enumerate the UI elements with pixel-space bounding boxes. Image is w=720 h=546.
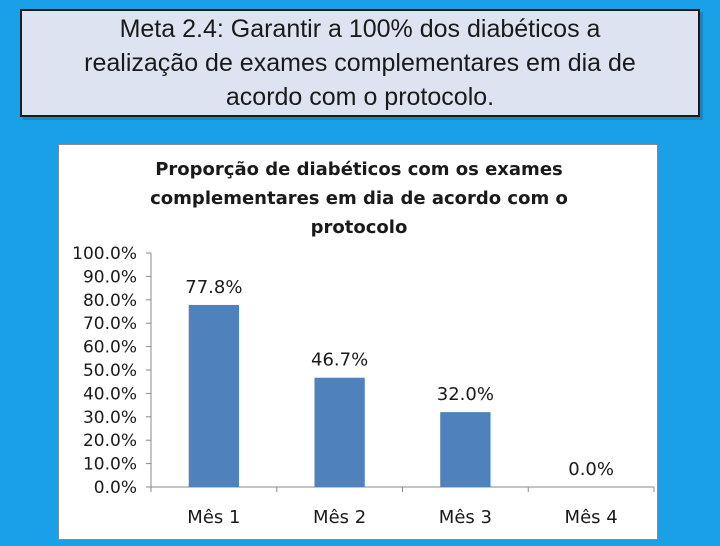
x-tick-label: Mês 1	[187, 507, 240, 528]
y-tick-label: 60.0%	[83, 338, 137, 358]
bars	[188, 304, 491, 487]
data-labels: 77.8% 46.7% 32.0% 0.0%	[185, 277, 614, 480]
data-label: 32.0%	[437, 384, 494, 405]
x-tick-label: Mês 3	[439, 507, 492, 528]
slide-title-line-1: Meta 2.4: Garantir a 100% dos diabéticos…	[119, 15, 601, 43]
y-tick-label: 30.0%	[83, 408, 137, 428]
y-tick-label: 90.0%	[83, 267, 137, 287]
y-tick-label: 0.0%	[94, 478, 137, 498]
slide-title-line-3: acordo com o protocolo.	[225, 83, 495, 111]
data-label: 77.8%	[185, 277, 242, 298]
chart-title-line: Proporção de diabéticos com os exames	[155, 159, 563, 180]
x-tick-label: Mês 4	[565, 507, 618, 528]
y-tick-label: 80.0%	[83, 291, 137, 311]
bar-1	[188, 304, 240, 487]
bar-2	[314, 377, 365, 487]
y-tick-label: 100.0%	[72, 244, 137, 264]
data-label: 46.7%	[311, 350, 368, 371]
x-tick-label: Mês 2	[313, 507, 366, 528]
chart-title: Proporção de diabéticos com os exames com…	[150, 159, 568, 238]
y-tick-label: 50.0%	[83, 361, 137, 381]
chart-title-line: protocolo	[311, 217, 408, 238]
x-axis: Mês 1 Mês 2 Mês 3 Mês 4	[150, 486, 655, 528]
y-axis: 0.0% 10.0% 20.0% 30.0% 40.0% 50.0% 60.0% 70.0% 8…	[72, 244, 152, 498]
y-tick-label: 20.0%	[83, 431, 137, 451]
chart-title-line: complementares em dia de acordo com o	[150, 188, 568, 209]
y-tick-label: 70.0%	[83, 314, 137, 334]
bar-chart: Proporção de diabéticos com os exames com…	[72, 159, 655, 528]
data-label: 0.0%	[568, 459, 614, 480]
slide-title-line-2: realização de exames complementares em d…	[84, 49, 636, 77]
y-tick-label: 40.0%	[83, 384, 137, 404]
chart-panel: Proporção de diabéticos com os exames com…	[58, 144, 658, 540]
bar-3	[440, 412, 491, 487]
y-tick-label: 10.0%	[83, 455, 137, 475]
slide-title-box: Meta 2.4: Garantir a 100% dos diabéticos…	[20, 9, 700, 117]
